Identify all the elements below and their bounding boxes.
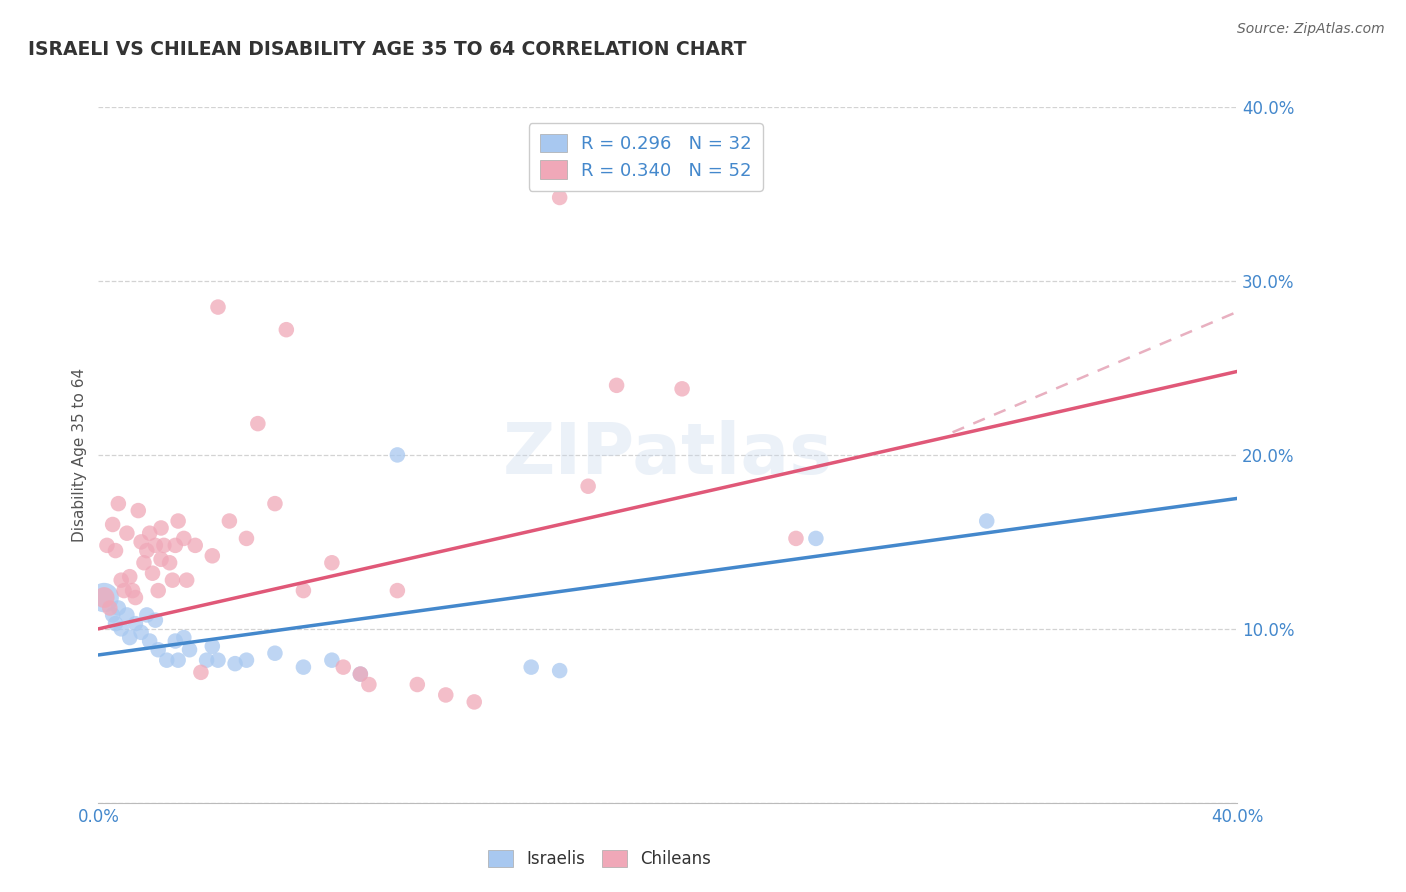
Point: [129, 534, 152, 549]
Point: [201, 639, 224, 653]
Point: [321, 653, 343, 667]
Point: [124, 591, 146, 605]
Point: [548, 664, 571, 678]
Point: [179, 642, 201, 657]
Point: [121, 583, 143, 598]
Point: [264, 497, 287, 511]
Point: [520, 660, 543, 674]
Point: [235, 653, 257, 667]
Point: [207, 300, 229, 314]
Point: [138, 526, 160, 541]
Point: [101, 517, 124, 532]
Text: Source: ZipAtlas.com: Source: ZipAtlas.com: [1237, 22, 1385, 37]
Point: [162, 573, 184, 587]
Point: [110, 573, 132, 587]
Point: [150, 552, 173, 566]
Point: [135, 543, 157, 558]
Point: [292, 660, 315, 674]
Point: [434, 688, 457, 702]
Point: [785, 532, 807, 546]
Point: [107, 601, 129, 615]
Point: [124, 616, 146, 631]
Point: [145, 538, 167, 552]
Point: [167, 514, 190, 528]
Point: [101, 607, 124, 622]
Point: [115, 607, 138, 622]
Point: [173, 532, 195, 546]
Point: [127, 503, 149, 517]
Point: [148, 642, 170, 657]
Point: [165, 634, 187, 648]
Point: [264, 646, 287, 660]
Point: [156, 653, 179, 667]
Point: [115, 526, 138, 541]
Point: [145, 613, 167, 627]
Point: [387, 448, 409, 462]
Point: [195, 653, 218, 667]
Point: [165, 538, 187, 552]
Point: [148, 583, 170, 598]
Point: [976, 514, 998, 528]
Point: [104, 543, 127, 558]
Legend: Israelis, Chileans: Israelis, Chileans: [481, 843, 717, 874]
Point: [235, 532, 257, 546]
Point: [118, 570, 141, 584]
Point: [387, 583, 409, 598]
Point: [132, 556, 155, 570]
Point: [349, 667, 371, 681]
Point: [207, 653, 229, 667]
Point: [190, 665, 212, 680]
Point: [804, 532, 827, 546]
Point: [321, 556, 343, 570]
Point: [98, 601, 121, 615]
Point: [93, 591, 115, 605]
Point: [184, 538, 207, 552]
Y-axis label: Disability Age 35 to 64: Disability Age 35 to 64: [72, 368, 87, 542]
Point: [406, 677, 429, 691]
Point: [138, 634, 160, 648]
Point: [246, 417, 269, 431]
Point: [357, 677, 380, 691]
Point: [135, 607, 157, 622]
Point: [548, 190, 571, 204]
Point: [173, 631, 195, 645]
Point: [110, 622, 132, 636]
Point: [576, 479, 599, 493]
Point: [104, 616, 127, 631]
Point: [150, 521, 173, 535]
Point: [463, 695, 485, 709]
Point: [93, 591, 115, 605]
Point: [96, 538, 118, 552]
Point: [112, 583, 135, 598]
Point: [276, 323, 298, 337]
Text: ZIPatlas: ZIPatlas: [503, 420, 832, 490]
Point: [159, 556, 181, 570]
Point: [201, 549, 224, 563]
Point: [349, 667, 371, 681]
Text: ISRAELI VS CHILEAN DISABILITY AGE 35 TO 64 CORRELATION CHART: ISRAELI VS CHILEAN DISABILITY AGE 35 TO …: [28, 40, 747, 59]
Point: [218, 514, 240, 528]
Point: [176, 573, 198, 587]
Point: [167, 653, 190, 667]
Point: [129, 625, 152, 640]
Point: [153, 538, 176, 552]
Point: [332, 660, 354, 674]
Point: [292, 583, 315, 598]
Point: [141, 566, 163, 581]
Point: [118, 631, 141, 645]
Point: [107, 497, 129, 511]
Point: [671, 382, 693, 396]
Point: [606, 378, 628, 392]
Point: [224, 657, 246, 671]
